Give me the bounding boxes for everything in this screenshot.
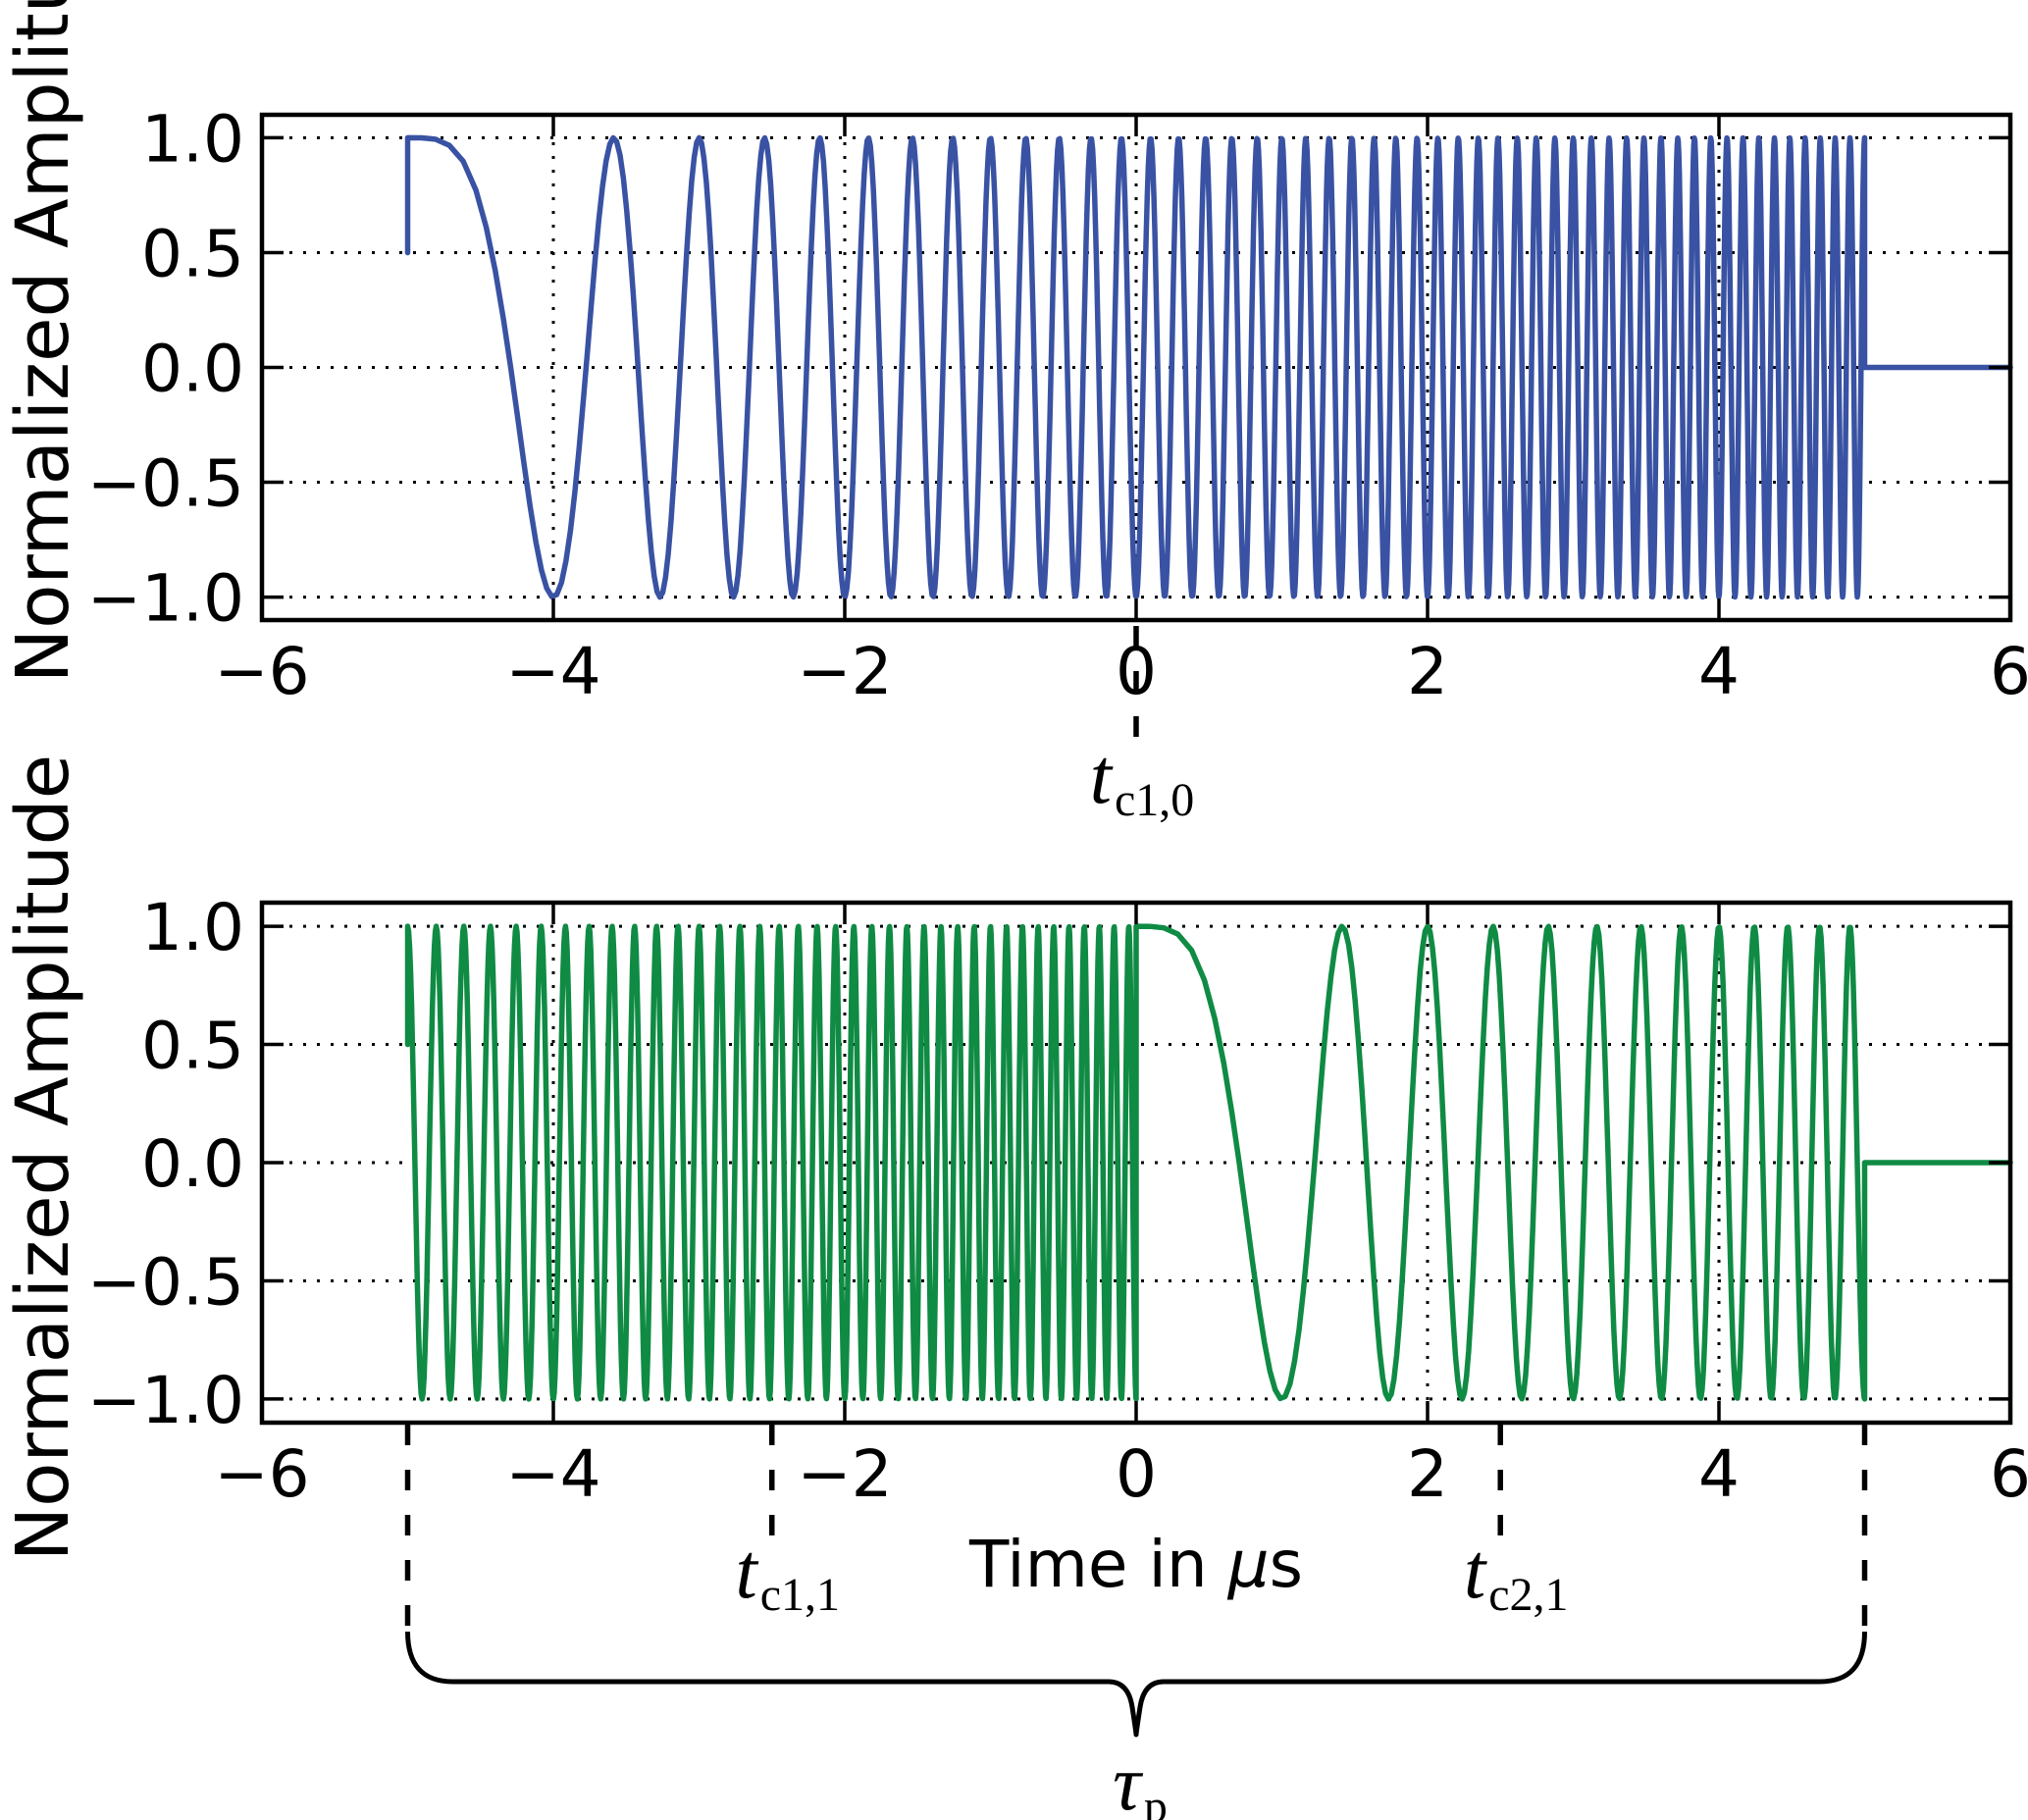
x-tick-label: 2: [1407, 634, 1448, 709]
y-tick-label: −1.0: [87, 1363, 244, 1438]
annotation-tc21-base: t: [1463, 1529, 1486, 1615]
annotation-tc11-subscript: c1,1: [759, 1569, 841, 1622]
x-tick-label: 2: [1407, 1436, 1448, 1512]
x-tick-label: −4: [505, 634, 600, 709]
x-tick-label: 0: [1116, 1436, 1157, 1512]
annotation-tc21-subscript: c2,1: [1488, 1569, 1569, 1622]
x-tick-label: 4: [1698, 1436, 1740, 1512]
x-tick-label: 6: [1990, 1436, 2028, 1512]
annotation-label-tc21: tc2,1: [1464, 1533, 1569, 1619]
x-tick-label: −2: [797, 634, 892, 709]
x-axis-label-unit: s: [1269, 1527, 1304, 1602]
annotation-tc10-subscript: c1,0: [1114, 774, 1195, 827]
x-tick-label: 4: [1698, 634, 1740, 709]
y-axis-label-bottom: Normalized Amplitude: [1, 754, 85, 1562]
annotation-label-tc10: tc1,0: [1090, 738, 1195, 824]
panel-bottom: 1.0 0.5 0.0 −0.5 −1.0−6 −4 −2 0 2 4 6: [87, 890, 2028, 1738]
x-axis-label: Time in μs: [969, 1533, 1303, 1597]
y-tick-label: 0.0: [141, 332, 244, 407]
brace-curve: [405, 1631, 1867, 1738]
y-tick-label: −1.0: [87, 561, 244, 637]
y-axis-label-top: Normalized Amplitude: [1, 0, 85, 684]
x-tick-label: −2: [797, 1436, 892, 1512]
y-tick-label: 0.5: [141, 1009, 244, 1084]
annotation-tc11-base: t: [735, 1529, 757, 1615]
x-axis-label-text: Time in: [968, 1527, 1228, 1602]
mu-symbol: μ: [1227, 1527, 1270, 1602]
x-tick-label: −6: [214, 634, 309, 709]
top-chirp-line: [404, 134, 2013, 600]
x-tick-label: 6: [1990, 634, 2028, 709]
y-tick-label: −0.5: [87, 446, 244, 522]
bottom-chirp-line: [404, 923, 2013, 1402]
annotation-label-tau: τp: [1113, 1744, 1168, 1820]
y-tick-label: 1.0: [141, 101, 244, 177]
y-tick-label: 1.0: [141, 890, 244, 965]
x-tick-label: −6: [214, 1436, 309, 1512]
x-tick-label: −4: [505, 1436, 600, 1512]
y-tick-label: 0.5: [141, 216, 244, 291]
annotation-tau-base: τ: [1113, 1741, 1141, 1820]
annotation-tc10-base: t: [1089, 734, 1112, 820]
y-tick-label: −0.5: [87, 1244, 244, 1320]
y-tick-label: 0.0: [141, 1126, 244, 1202]
annotation-label-tc11: tc1,1: [735, 1533, 840, 1619]
annotation-tau-subscript: p: [1143, 1781, 1168, 1820]
